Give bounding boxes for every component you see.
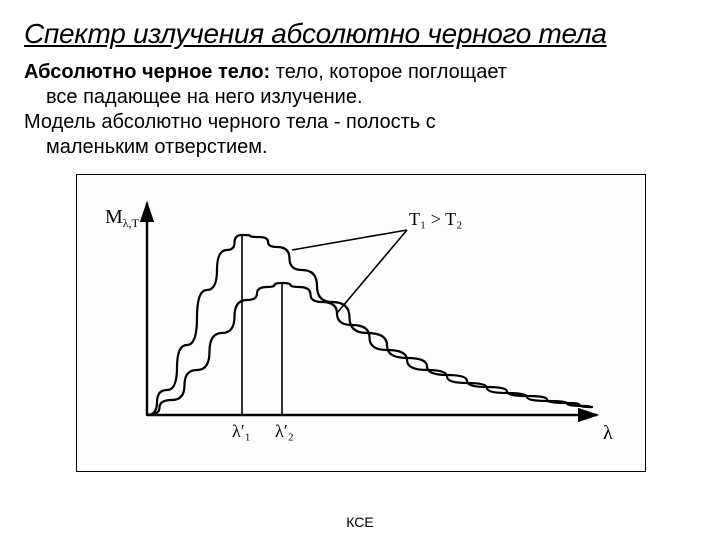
definition-bold: Абсолютно черное тело:: [24, 61, 270, 83]
footer-label: КСЕ: [0, 514, 720, 530]
svg-text:λ′₁: λ′₁: [232, 421, 251, 441]
definition-rest-1: тело, которое поглощает: [270, 61, 507, 83]
svg-text:λ: λ: [603, 422, 613, 444]
svg-text:λ′₂: λ′₂: [275, 421, 294, 441]
model-line-2: маленьким отверстием.: [24, 135, 696, 160]
definition-text: Абсолютно черное тело: тело, которое пог…: [24, 60, 696, 160]
spectrum-diagram: Mλ,T λ T₁ > T₂ λ′₁ λ′₂: [76, 174, 646, 472]
model-line-1: Модель абсолютно черного тела - полость …: [24, 111, 436, 133]
svg-text:Mλ,T: Mλ,T: [105, 206, 140, 230]
definition-rest-2: все падающее на него излучение.: [24, 85, 696, 110]
svg-text:T₁ > T₂: T₁ > T₂: [409, 209, 462, 229]
page-title: Спектр излучения абсолютно черного тела: [24, 18, 696, 50]
